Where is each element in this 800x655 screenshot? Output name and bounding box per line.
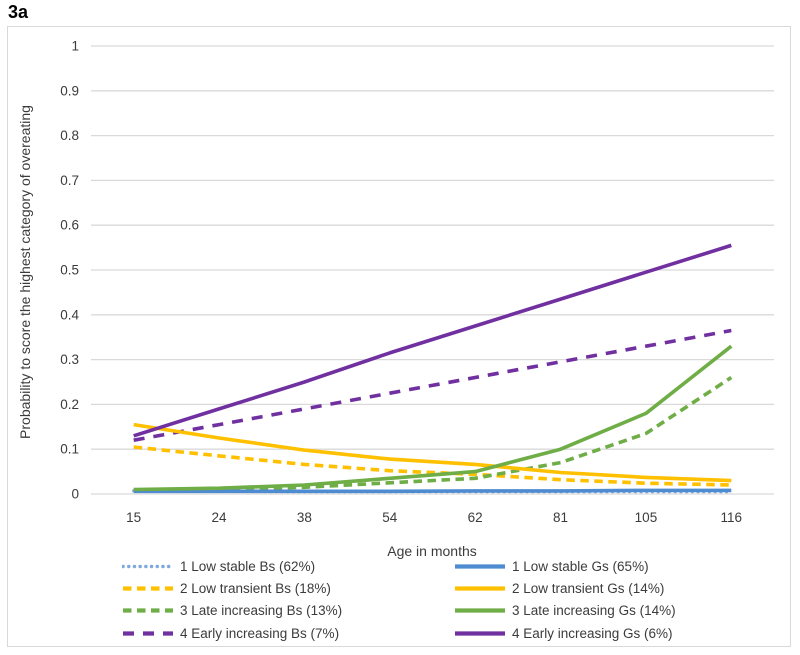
x-axis-title: Age in months (387, 543, 477, 559)
legend-line-swatch-icon (123, 586, 173, 591)
legend-line-swatch-icon (455, 631, 505, 636)
y-tick-label: 0.7 (60, 173, 79, 188)
series-line-7 (133, 243, 732, 438)
line-chart-plot-area: 0 0.1 0.2 0.3 0.4 0.5 0.6 0.7 0.8 0.9 1 15 24 38 54 62 8… (60, 39, 774, 525)
legend-column-bs: 1 Low stable Bs (62%) 2 Low transient Bs … (122, 555, 342, 645)
x-tick-label: 81 (553, 510, 568, 525)
legend-line-swatch-icon (455, 564, 505, 569)
y-tick-label: 0 (71, 487, 79, 502)
legend-item: 4 Early increasing Gs (6%) (454, 622, 676, 644)
chart-frame: 0 0.1 0.2 0.3 0.4 0.5 0.6 0.7 0.8 0.9 1 15 24 38 54 62 8… (7, 26, 791, 647)
legend-item: 3 Late increasing Bs (13%) (122, 600, 342, 622)
legend-line-swatch-icon (455, 586, 505, 591)
legend-item: 4 Early increasing Bs (7%) (122, 622, 342, 644)
legend-line-swatch-icon (123, 608, 173, 614)
legend-label: 2 Low transient Bs (18%) (180, 581, 331, 597)
y-tick-label: 0.2 (60, 397, 79, 412)
series-line-1 (133, 445, 732, 487)
x-tick-label: 38 (297, 510, 312, 525)
legend-line-swatch-icon (122, 564, 174, 568)
x-tick-label: 105 (635, 510, 658, 525)
x-tick-label: 62 (468, 510, 483, 525)
x-tick-label: 116 (721, 510, 743, 525)
legend-line-swatch-icon (123, 631, 173, 636)
figure-label: 3a (8, 2, 29, 22)
legend-label: 2 Low transient Gs (14%) (512, 581, 665, 597)
legend-item: 1 Low stable Bs (62%) (122, 555, 342, 577)
series-line-4 (133, 488, 732, 494)
y-tick-label: 0.6 (60, 218, 79, 233)
y-tick-label: 0.5 (60, 263, 79, 278)
x-tick-label: 15 (126, 510, 141, 525)
y-tick-label: 1 (71, 39, 79, 54)
x-tick-label: 24 (212, 510, 228, 525)
legend-item: 2 Low transient Bs (18%) (122, 577, 342, 599)
x-tick-label: 54 (382, 510, 398, 525)
y-tick-label: 0.1 (60, 442, 79, 457)
series-line-5 (133, 422, 732, 483)
legend-item: 2 Low transient Gs (14%) (454, 577, 676, 599)
legend-label: 4 Early increasing Bs (7%) (180, 625, 340, 641)
legend-line-swatch-icon (455, 608, 505, 614)
legend-item: 1 Low stable Gs (65%) (454, 555, 676, 577)
legend-label: 3 Late increasing Gs (14%) (512, 603, 676, 619)
legend-column-gs: 1 Low stable Gs (65%) 2 Low transient Gs … (454, 555, 676, 645)
series-line-3 (133, 328, 732, 442)
y-axis-title: Probability to score the highest categor… (17, 105, 33, 439)
y-tick-label: 0.3 (60, 352, 79, 367)
y-tick-label: 0.4 (60, 307, 79, 322)
series-line-6 (133, 344, 733, 492)
legend-item: 3 Late increasing Gs (14%) (454, 600, 676, 622)
legend-label: 1 Low stable Gs (65%) (512, 558, 649, 574)
y-tick-label: 0.9 (60, 83, 79, 98)
legend-label: 4 Early increasing Gs (6%) (512, 625, 673, 641)
legend-label: 3 Late increasing Bs (13%) (180, 603, 343, 619)
legend-label: 1 Low stable Bs (62%) (180, 558, 316, 574)
y-tick-label: 0.8 (60, 128, 79, 143)
